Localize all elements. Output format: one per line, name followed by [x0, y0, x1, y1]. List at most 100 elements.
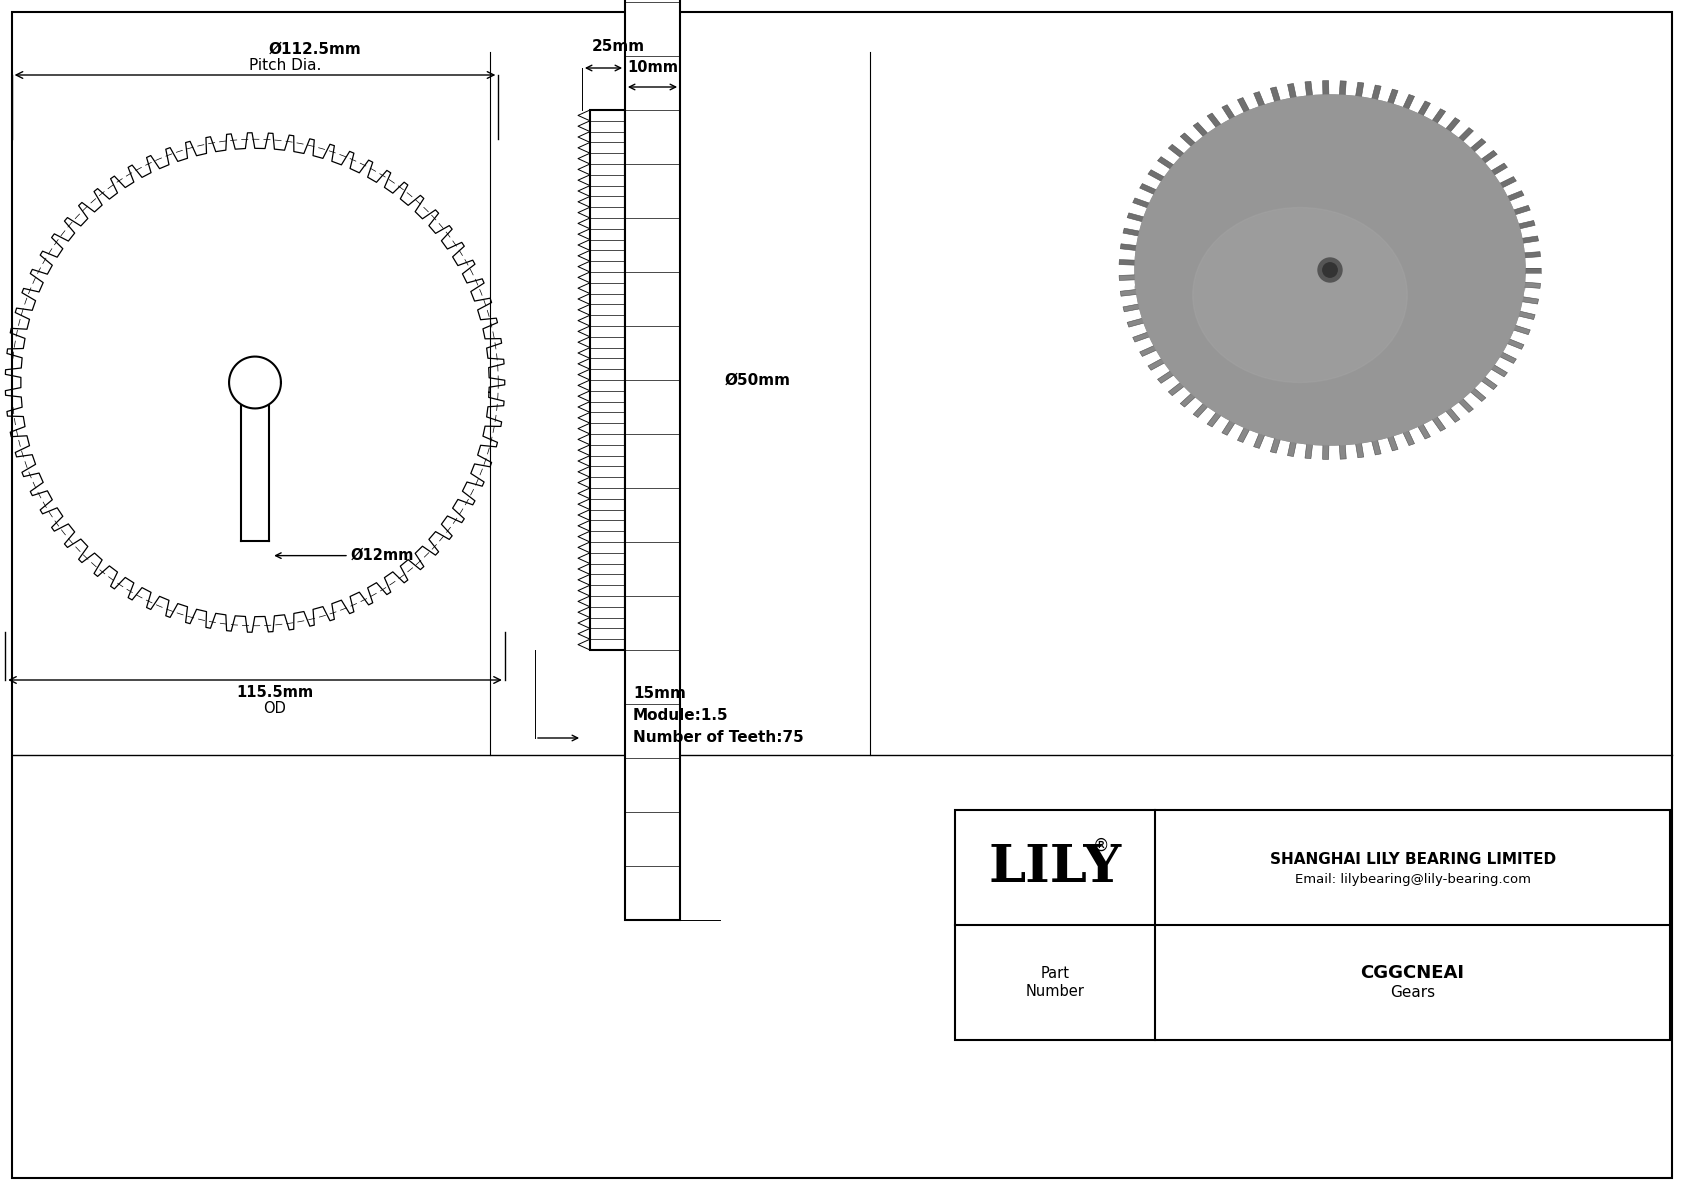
Text: ®: ®	[1093, 836, 1110, 854]
Polygon shape	[1140, 183, 1157, 194]
Polygon shape	[1470, 388, 1485, 401]
Polygon shape	[1480, 150, 1497, 163]
Polygon shape	[1480, 376, 1497, 389]
Polygon shape	[1270, 438, 1280, 453]
Ellipse shape	[1135, 95, 1526, 445]
Polygon shape	[1445, 118, 1460, 132]
Polygon shape	[1123, 304, 1140, 312]
Polygon shape	[1431, 108, 1445, 124]
Text: LILY: LILY	[989, 842, 1122, 893]
Circle shape	[1324, 263, 1337, 278]
Polygon shape	[1526, 268, 1541, 273]
Ellipse shape	[1192, 207, 1408, 382]
Polygon shape	[1305, 81, 1312, 96]
Polygon shape	[1522, 297, 1539, 304]
Polygon shape	[1403, 430, 1415, 445]
Polygon shape	[1223, 105, 1234, 120]
Polygon shape	[1499, 353, 1516, 363]
Polygon shape	[1388, 436, 1398, 451]
Polygon shape	[1322, 81, 1329, 95]
Ellipse shape	[1135, 95, 1526, 445]
Polygon shape	[1127, 213, 1143, 222]
Polygon shape	[1403, 94, 1415, 110]
Text: Number of Teeth:75: Number of Teeth:75	[633, 730, 803, 746]
Polygon shape	[1133, 198, 1150, 208]
Polygon shape	[1194, 404, 1207, 418]
Polygon shape	[1157, 157, 1174, 169]
Text: Gears: Gears	[1389, 985, 1435, 1000]
Polygon shape	[1120, 275, 1135, 280]
Polygon shape	[1371, 85, 1381, 100]
Text: Part
Number: Part Number	[1026, 966, 1084, 999]
Polygon shape	[1490, 163, 1507, 175]
Text: SHANGHAI LILY BEARING LIMITED: SHANGHAI LILY BEARING LIMITED	[1270, 852, 1556, 867]
Polygon shape	[1169, 382, 1184, 395]
Polygon shape	[1519, 311, 1536, 319]
Polygon shape	[1514, 325, 1531, 335]
Text: 115.5mm: 115.5mm	[236, 685, 313, 700]
Polygon shape	[1288, 83, 1297, 99]
Polygon shape	[1120, 260, 1135, 266]
Polygon shape	[1490, 364, 1507, 376]
Polygon shape	[1180, 393, 1196, 407]
Polygon shape	[1270, 87, 1280, 102]
Polygon shape	[1305, 444, 1312, 459]
Ellipse shape	[1135, 261, 1526, 313]
Text: Ø50mm: Ø50mm	[726, 373, 791, 387]
Polygon shape	[1339, 81, 1346, 95]
Polygon shape	[1194, 123, 1207, 137]
Polygon shape	[1356, 82, 1364, 98]
Polygon shape	[1127, 318, 1143, 328]
Text: Ø12mm: Ø12mm	[350, 548, 414, 563]
Polygon shape	[1207, 412, 1221, 426]
Polygon shape	[1445, 407, 1460, 423]
Text: 10mm: 10mm	[626, 60, 679, 75]
Polygon shape	[1238, 428, 1250, 442]
Polygon shape	[1431, 417, 1445, 431]
Polygon shape	[1507, 191, 1524, 201]
Polygon shape	[1120, 289, 1137, 297]
Polygon shape	[1238, 98, 1250, 113]
Text: Ø112.5mm: Ø112.5mm	[269, 42, 362, 57]
Text: Email: lilybearing@lily-bearing.com: Email: lilybearing@lily-bearing.com	[1295, 873, 1531, 886]
Polygon shape	[1524, 251, 1541, 257]
Polygon shape	[1207, 113, 1221, 127]
Polygon shape	[1140, 345, 1157, 356]
Polygon shape	[1169, 144, 1184, 157]
Bar	[589, 110, 625, 650]
Polygon shape	[1470, 138, 1485, 152]
Polygon shape	[1148, 358, 1165, 370]
Polygon shape	[1223, 420, 1234, 435]
Text: 25mm: 25mm	[593, 39, 645, 54]
Polygon shape	[1499, 176, 1516, 188]
Polygon shape	[1288, 442, 1297, 456]
Polygon shape	[1458, 127, 1474, 142]
Polygon shape	[1388, 89, 1398, 105]
Polygon shape	[1339, 444, 1346, 460]
Polygon shape	[1253, 434, 1265, 448]
Polygon shape	[1524, 282, 1541, 288]
Polygon shape	[1148, 170, 1165, 181]
Text: CGGCNEAI: CGGCNEAI	[1361, 965, 1465, 983]
Polygon shape	[1253, 92, 1265, 107]
Polygon shape	[1418, 424, 1430, 439]
Text: Module:1.5: Module:1.5	[633, 709, 729, 723]
Polygon shape	[1507, 339, 1524, 349]
Text: 15mm: 15mm	[633, 686, 685, 700]
Bar	[625, 0, 680, 919]
Polygon shape	[1180, 133, 1196, 146]
Polygon shape	[1522, 236, 1539, 243]
Text: OD: OD	[264, 701, 286, 716]
Polygon shape	[1123, 229, 1140, 236]
Polygon shape	[1322, 445, 1329, 460]
Polygon shape	[1418, 101, 1430, 116]
Text: Pitch Dia.: Pitch Dia.	[249, 58, 322, 73]
Polygon shape	[1514, 205, 1531, 214]
Circle shape	[1319, 258, 1342, 282]
Bar	[955, 810, 1671, 1040]
Polygon shape	[1519, 220, 1536, 229]
Polygon shape	[1458, 398, 1474, 412]
Polygon shape	[1120, 244, 1137, 250]
Polygon shape	[1356, 443, 1364, 457]
Polygon shape	[1157, 370, 1174, 384]
